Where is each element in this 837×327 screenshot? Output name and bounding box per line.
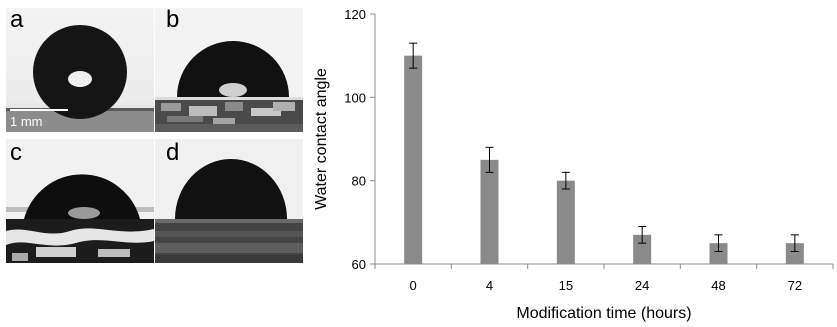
bar	[709, 243, 728, 264]
bar	[556, 180, 575, 264]
panel-label-c: c	[10, 139, 22, 166]
bars-group	[404, 55, 804, 264]
photo-panel-d	[155, 139, 303, 263]
x-tick-label: 15	[559, 278, 573, 293]
error-bars-group	[409, 42, 799, 252]
panel-label-b: b	[166, 6, 180, 33]
contact-angle-bar-chart: 60 80 100 120 0 4 15 24 48 72 Modification time (…	[313, 7, 834, 322]
x-tick-label: 72	[788, 278, 802, 293]
scale-bar	[10, 109, 68, 111]
droplet-image-a	[6, 8, 154, 132]
photo-panel-b	[155, 8, 303, 132]
droplet-image-d	[155, 139, 303, 263]
bar	[633, 234, 652, 264]
droplet-image-c	[6, 139, 154, 263]
bar	[404, 55, 423, 264]
panel-label-d: d	[166, 139, 180, 166]
y-tick-label: 100	[344, 90, 366, 105]
scale-bar-label: 1 mm	[10, 114, 43, 129]
bar	[480, 159, 499, 264]
x-tick-label: 0	[410, 278, 417, 293]
x-axis-title: Modification time (hours)	[516, 305, 691, 322]
photo-panel-a	[6, 8, 154, 132]
photo-panel-c	[6, 139, 154, 263]
x-tick-label: 24	[635, 278, 649, 293]
x-tick-label: 4	[486, 278, 493, 293]
y-tick-label: 80	[352, 174, 366, 189]
y-axis-title: Water contact angle	[313, 68, 330, 210]
bar	[785, 243, 804, 264]
droplet-image-b	[155, 8, 303, 132]
y-tick-label: 120	[344, 7, 366, 22]
axes	[370, 13, 834, 269]
x-tick-label: 48	[711, 278, 725, 293]
panel-label-a: a	[10, 6, 24, 33]
tick-labels-group: 60 80 100 120 0 4 15 24 48 72	[344, 7, 802, 293]
y-tick-label: 60	[352, 257, 366, 272]
